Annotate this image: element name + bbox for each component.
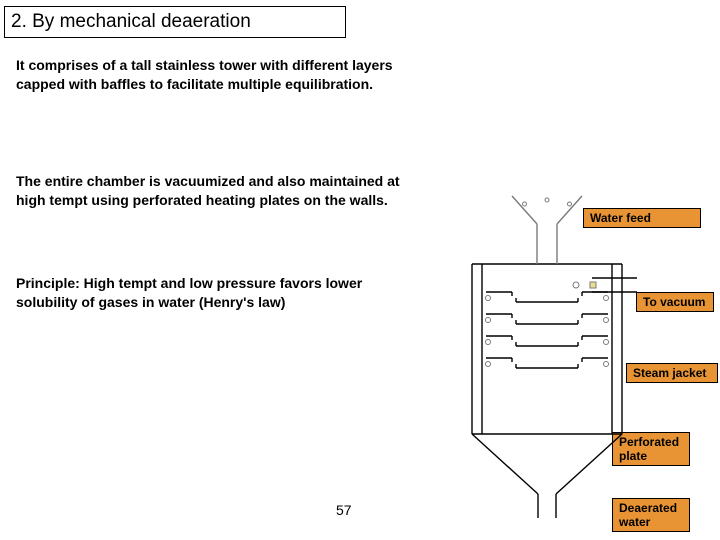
label-to-vacuum: To vacuum [636,292,714,312]
deaeration-tower-diagram [452,184,642,524]
section-title-text: 2. By mechanical deaeration [11,11,251,33]
paragraph-1: It comprises of a tall stainless tower w… [16,56,416,94]
paragraph-2: The entire chamber is vacuumized and als… [16,172,416,210]
section-title: 2. By mechanical deaeration [4,6,346,38]
page-number: 57 [336,502,352,518]
paragraph-3: Principle: High tempt and low pressure f… [16,274,416,312]
